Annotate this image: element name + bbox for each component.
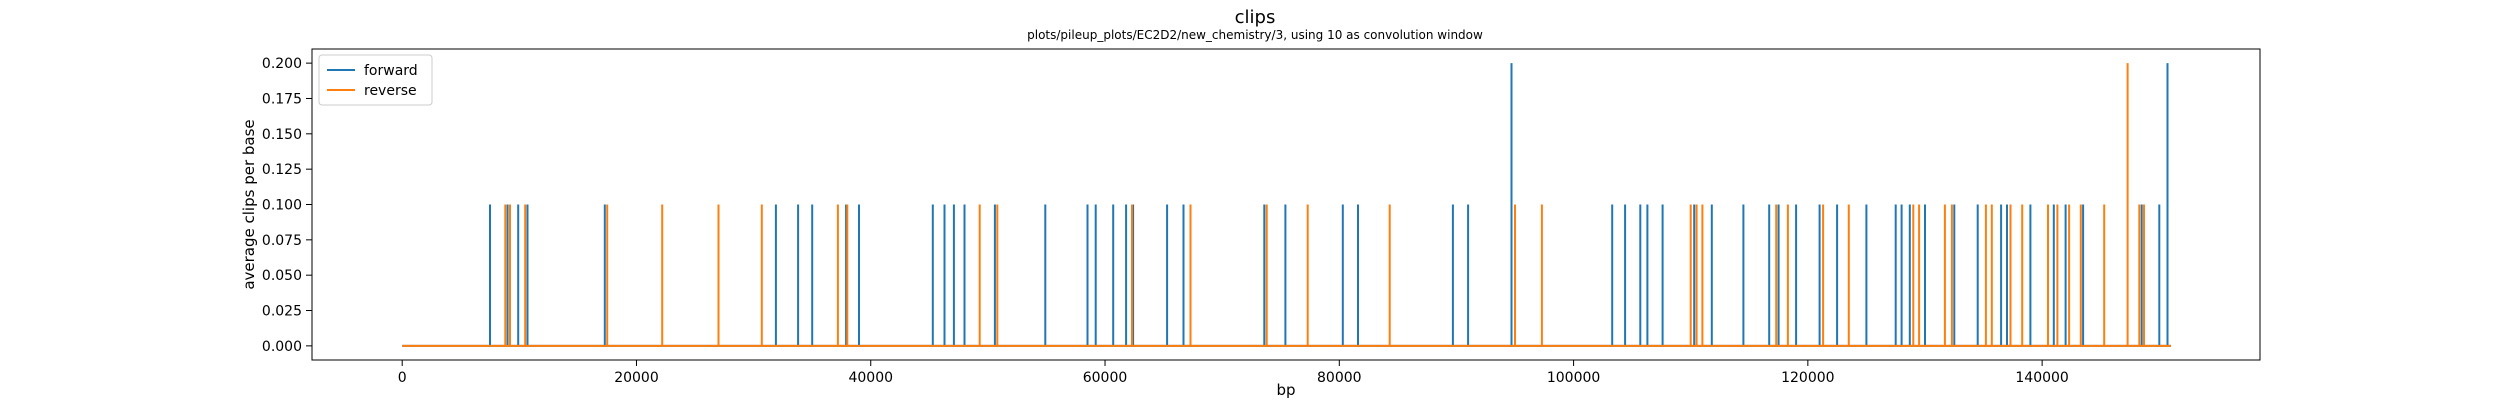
y-tick-label: 0.175 xyxy=(262,91,302,107)
series-line-forward xyxy=(402,63,2171,347)
x-tick-label: 80000 xyxy=(1317,370,1362,386)
legend-label-reverse: reverse xyxy=(364,83,417,99)
x-tick-label: 100000 xyxy=(1547,370,1600,386)
legend-box xyxy=(318,54,433,106)
x-tick-label: 120000 xyxy=(1781,370,1834,386)
y-tick-label: 0.150 xyxy=(262,127,302,143)
series-layer xyxy=(402,63,2171,347)
x-axis: 0 20000 40000 60000 80000 100000 120000 140000 xyxy=(398,360,2069,386)
legend: forward reverse xyxy=(318,54,433,106)
y-axis-label: average clips per base xyxy=(240,119,258,289)
x-tick-label: 60000 xyxy=(1083,370,1128,386)
x-tick-label: 0 xyxy=(398,370,407,386)
y-axis: 0.000 0.025 0.050 0.075 0.100 0.125 0.150 0.175… xyxy=(262,56,312,355)
x-axis-label: bp xyxy=(1276,381,1295,399)
chart-subtitle: plots/pileup_plots/EC2D2/new_chemistry/3… xyxy=(1027,28,1483,42)
series-line-reverse xyxy=(402,63,2171,347)
y-tick-label: 0.075 xyxy=(262,233,302,249)
y-tick-label: 0.100 xyxy=(262,198,302,214)
x-tick-label: 20000 xyxy=(614,370,659,386)
y-tick-label: 0.000 xyxy=(262,339,302,355)
chart-title: clips xyxy=(1235,7,1276,28)
x-tick-label: 140000 xyxy=(2015,370,2068,386)
y-tick-label: 0.050 xyxy=(262,268,302,284)
y-tick-label: 0.200 xyxy=(262,56,302,72)
y-tick-label: 0.025 xyxy=(262,304,302,320)
x-tick-label: 40000 xyxy=(848,370,893,386)
legend-label-forward: forward xyxy=(364,63,418,79)
y-tick-label: 0.125 xyxy=(262,162,302,178)
